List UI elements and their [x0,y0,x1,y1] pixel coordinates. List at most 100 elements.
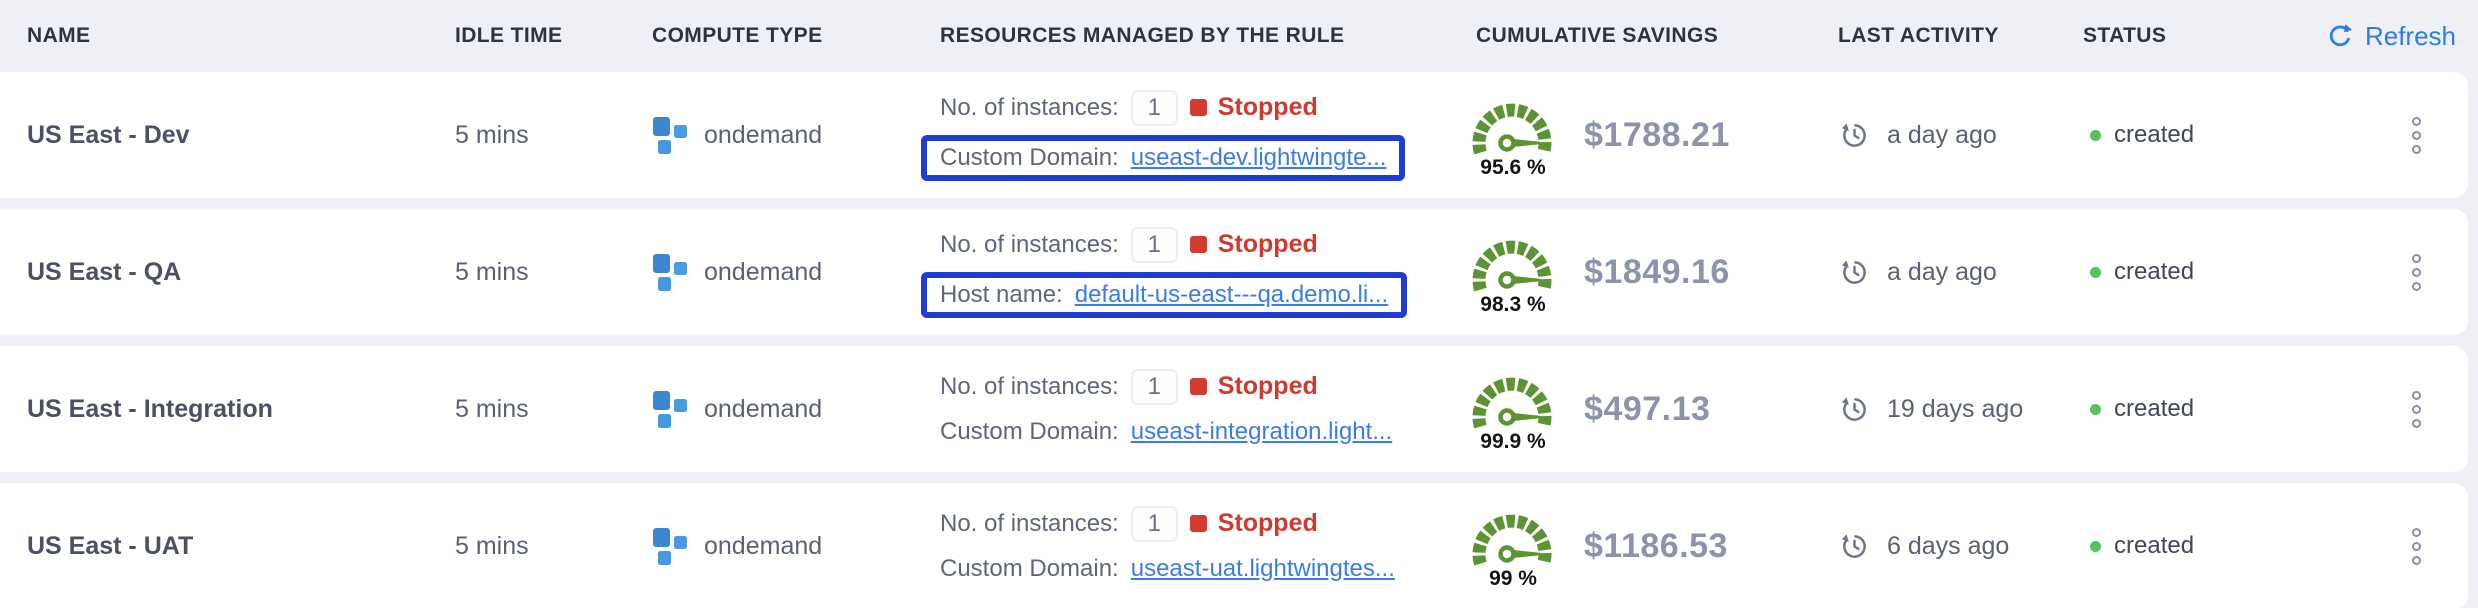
savings-cell: 98.3 % $1849.16 [1468,209,1730,335]
history-clock-icon [1841,259,1866,284]
instance-state: Stopped [1217,230,1318,258]
stopped-indicator-icon [1189,236,1207,253]
resource-link[interactable]: useast-integration.light... [1130,417,1393,445]
instance-count-badge: 1 [1130,89,1178,126]
instances-label: No. of instances: [940,93,1119,121]
rule-name: US East - UAT [27,531,194,560]
column-header-name: NAME [27,24,91,47]
kebab-dot-icon [2411,527,2421,537]
savings-percent: 99.9 % [1480,429,1546,453]
row-menu-button[interactable] [2398,483,2434,608]
last-activity-cell: a day ago [1840,72,1997,198]
savings-gauge-icon [1472,377,1552,428]
status-value: created [2114,532,2195,559]
resources-cell: No. of instances: 1 Stopped Custom Domai… [940,483,1395,608]
instances-label: No. of instances: [940,230,1119,258]
resource-link-annotation-box: Host name: default-us-east---qa.demo.li.… [921,271,1408,318]
resource-label: Custom Domain: [940,143,1119,171]
table-header: NAME IDLE TIME COMPUTE TYPE RESOURCES MA… [0,0,2478,72]
resources-cell: No. of instances: 1 Stopped Host name: d… [921,209,1408,335]
compute-type-cell: ondemand [652,209,822,335]
savings-cell: 99 % $1186.53 [1468,483,1728,608]
compute-type-value: ondemand [704,394,823,423]
last-activity-value: 19 days ago [1887,394,2024,423]
savings-percent: 98.3 % [1480,292,1546,316]
compute-type-value: ondemand [704,257,823,286]
resource-link[interactable]: useast-uat.lightwingtes... [1130,554,1395,582]
resources-cell: No. of instances: 1 Stopped Custom Domai… [921,72,1406,198]
rule-name: US East - QA [27,257,182,286]
last-activity-cell: 6 days ago [1840,483,2009,608]
row-menu-button[interactable] [2398,209,2434,335]
savings-gauge-icon [1472,240,1552,291]
savings-percent: 95.6 % [1480,155,1546,179]
resource-label: Host name: [940,280,1063,308]
ondemand-compute-icon [653,253,687,291]
column-header-idle-time: IDLE TIME [455,24,563,47]
refresh-label: Refresh [2364,20,2456,51]
column-header-resources: RESOURCES MANAGED BY THE RULE [940,24,1345,47]
savings-cell: 99.9 % $497.13 [1468,346,1710,472]
status-dot-icon [2090,129,2101,141]
last-activity-cell: 19 days ago [1840,346,2023,472]
column-header-last-activity: LAST ACTIVITY [1838,24,1999,47]
refresh-button[interactable]: Refresh [2326,0,2456,72]
stopped-indicator-icon [1189,378,1207,395]
history-clock-icon [1841,122,1866,147]
savings-amount: $497.13 [1584,389,1711,428]
column-header-compute-type: COMPUTE TYPE [652,24,823,47]
status-dot-icon [2090,403,2101,415]
stopped-indicator-icon [1189,99,1207,116]
status-cell: created [2090,209,2194,335]
history-clock-icon [1841,396,1866,421]
resources-cell: No. of instances: 1 Stopped Custom Domai… [940,346,1392,472]
instance-state: Stopped [1217,93,1318,121]
table-row: US East - Dev 5 mins ondemand No. of ins… [0,72,2468,198]
idle-time-value: 5 mins [455,257,529,286]
table-row: US East - Integration 5 mins ondemand No… [0,346,2468,472]
savings-gauge-icon [1472,514,1552,565]
ondemand-compute-icon [653,527,687,565]
resource-link[interactable]: default-us-east---qa.demo.li... [1074,280,1389,308]
row-menu-button[interactable] [2398,72,2434,198]
kebab-dot-icon [2411,116,2421,126]
row-menu-button[interactable] [2398,346,2434,472]
instance-count-badge: 1 [1130,226,1178,263]
kebab-dot-icon [2411,390,2421,400]
rule-name: US East - Integration [27,394,273,423]
idle-time-value: 5 mins [455,120,529,149]
compute-type-cell: ondemand [652,483,822,608]
status-cell: created [2090,72,2194,198]
refresh-icon [2329,23,2353,46]
savings-amount: $1788.21 [1584,115,1730,154]
compute-type-cell: ondemand [652,346,822,472]
savings-amount: $1186.53 [1584,526,1728,565]
resource-link[interactable]: useast-dev.lightwingte... [1130,143,1387,171]
status-value: created [2114,258,2195,285]
ondemand-compute-icon [653,390,687,428]
instance-state: Stopped [1217,372,1318,400]
column-header-status: STATUS [2083,24,2167,47]
status-dot-icon [2090,540,2101,552]
stopped-indicator-icon [1189,515,1207,532]
instances-label: No. of instances: [940,509,1119,537]
last-activity-value: a day ago [1887,257,1997,286]
compute-type-value: ondemand [704,531,823,560]
savings-cell: 95.6 % $1788.21 [1468,72,1730,198]
rule-name: US East - Dev [27,120,190,149]
instance-count-badge: 1 [1130,505,1178,542]
idle-time-value: 5 mins [455,531,529,560]
resource-link-annotation-box: Custom Domain: useast-dev.lightwingte... [921,134,1406,181]
ondemand-compute-icon [653,116,687,154]
table-row: US East - QA 5 mins ondemand No. of inst… [0,209,2468,335]
compute-type-cell: ondemand [652,72,822,198]
status-value: created [2114,395,2195,422]
idle-time-value: 5 mins [455,394,529,423]
instance-state: Stopped [1217,509,1318,537]
status-cell: created [2090,483,2194,608]
last-activity-value: 6 days ago [1887,531,2010,560]
savings-amount: $1849.16 [1584,252,1730,291]
resource-label: Custom Domain: [940,554,1119,582]
kebab-dot-icon [2411,253,2421,263]
savings-gauge-icon [1472,103,1552,154]
